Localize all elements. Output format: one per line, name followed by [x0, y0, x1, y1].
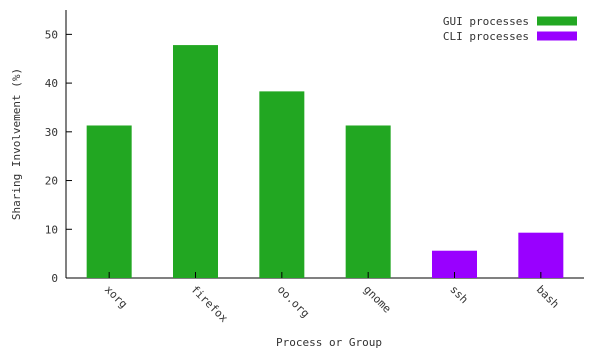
x-tick-label: ssh: [447, 283, 470, 306]
legend-swatch: [537, 16, 577, 26]
bars: [86, 45, 564, 279]
axes: [65, 10, 584, 279]
y-tick-label: 0: [51, 272, 58, 285]
x-tick-label: firefox: [188, 283, 230, 325]
x-tick-label: bash: [534, 283, 562, 311]
legend-label: GUI processes: [443, 15, 529, 28]
y-tick-label: 50: [45, 28, 58, 41]
bar-xorg: [86, 125, 132, 278]
bar-oo-org: [259, 91, 305, 278]
y-ticks: 0 10 20 30 40 50: [45, 28, 72, 285]
x-ticks: xorg firefox oo.org gnome ssh bash: [102, 272, 562, 325]
y-tick-label: 30: [45, 126, 58, 139]
legend-swatch: [537, 31, 577, 41]
x-tick-label: oo.org: [275, 283, 312, 320]
y-tick-label: 20: [45, 175, 58, 188]
x-tick-label: gnome: [361, 283, 394, 316]
bar-firefox: [173, 45, 218, 279]
x-tick-label: xorg: [102, 283, 130, 311]
legend-label: CLI processes: [443, 30, 529, 43]
legend: GUI processes CLI processes: [443, 15, 577, 43]
bar-gnome: [345, 125, 391, 278]
bar-bash: [518, 232, 564, 278]
y-tick-label: 40: [45, 77, 58, 90]
y-axis-label: Sharing Involvement (%): [10, 68, 23, 220]
x-axis-label: Process or Group: [276, 336, 382, 349]
y-tick-label: 10: [45, 223, 58, 236]
